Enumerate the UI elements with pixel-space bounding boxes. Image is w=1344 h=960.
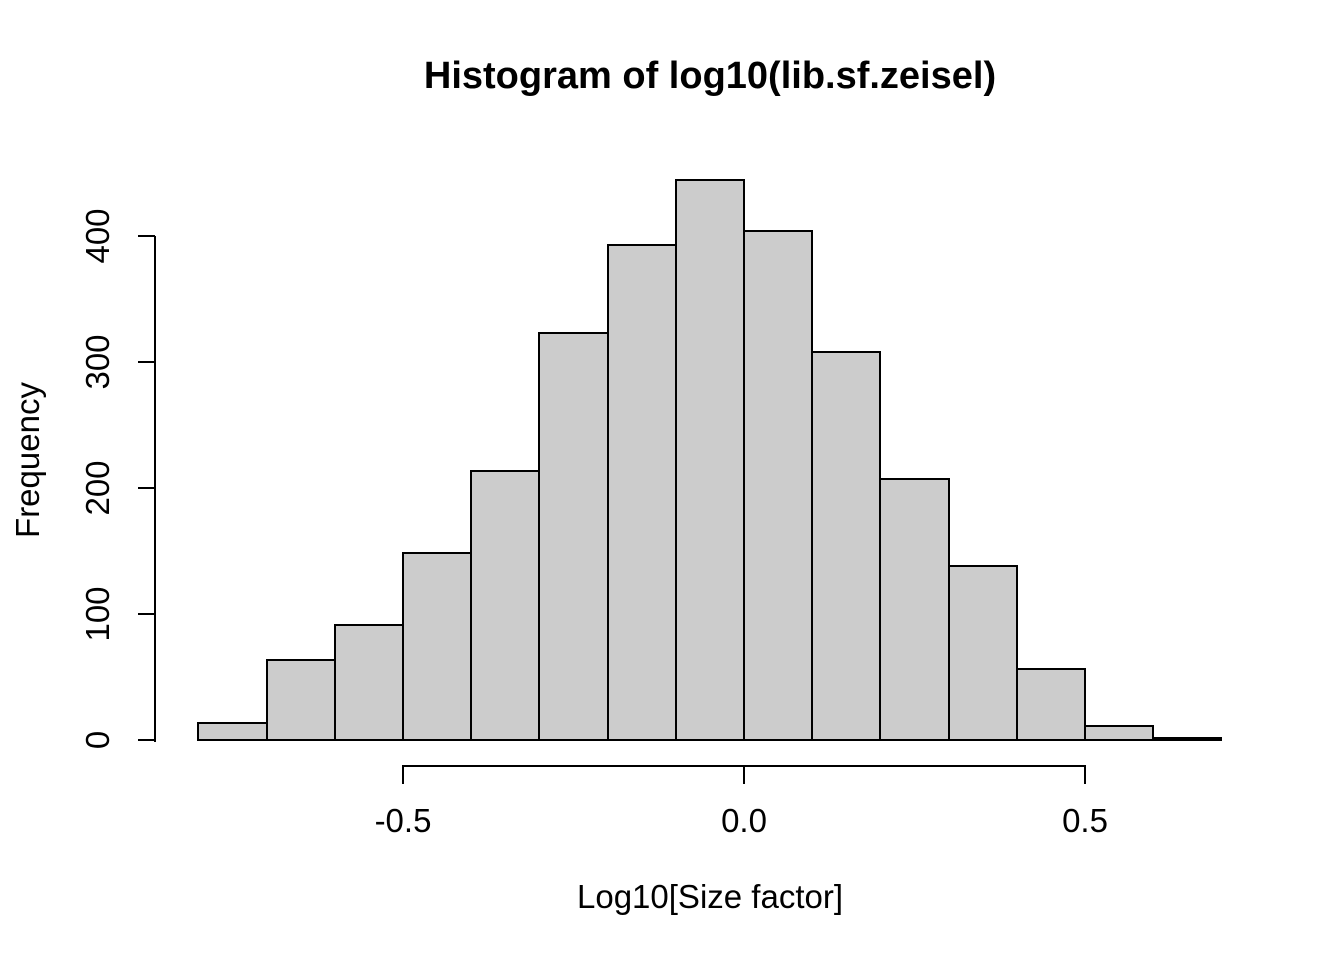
y-axis-tick [138, 361, 155, 363]
histogram-bar [197, 722, 268, 742]
y-axis-line [154, 236, 156, 742]
histogram-bar [1084, 724, 1154, 742]
x-axis-tick [402, 765, 404, 784]
histogram-bar [607, 243, 677, 742]
x-axis-tick [743, 765, 745, 784]
x-tick-label: -0.5 [374, 802, 432, 839]
histogram-bar [879, 477, 950, 742]
histogram-bar [470, 470, 540, 742]
y-axis-tick [138, 739, 155, 741]
y-axis-tick [138, 613, 155, 615]
histogram-bar [1016, 668, 1086, 742]
y-axis-tick [138, 235, 155, 237]
y-axis-tick [138, 487, 155, 489]
histogram-bar [948, 564, 1018, 742]
histogram-bar [266, 659, 336, 742]
x-axis-tick [1084, 765, 1086, 784]
histogram-bar [538, 331, 609, 742]
chart-title: Histogram of log10(lib.sf.zeisel) [423, 55, 997, 97]
x-tick-label: 0.5 [1062, 802, 1108, 839]
histogram-bar [743, 229, 813, 742]
x-tick-label: 0.0 [721, 802, 767, 839]
x-axis-label: Log10[Size factor] [577, 878, 843, 915]
histogram-bar [402, 552, 472, 742]
histogram-bar [675, 179, 745, 742]
histogram-bar [334, 624, 404, 742]
histogram-bar [811, 350, 881, 742]
histogram-bar [1152, 737, 1222, 742]
